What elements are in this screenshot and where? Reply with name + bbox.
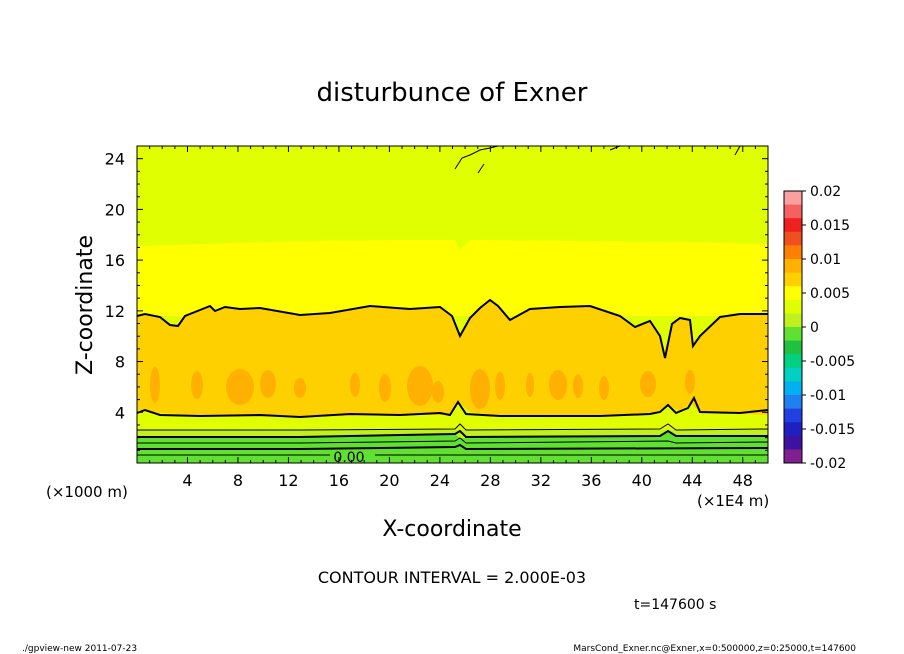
colorbar-swatch (784, 231, 802, 246)
colorbar-label: -0.01 (810, 388, 846, 404)
x-axis-ticks: 4 8 12 16 20 24 28 32 36 40 44 48 (149, 146, 756, 490)
colorbar-swatch (784, 381, 802, 396)
chart-title: disturbunce of Exner (317, 78, 588, 108)
y-tick-label: 4 (115, 403, 125, 422)
colorbar-swatch (784, 449, 802, 464)
colorbar-swatch (784, 327, 802, 342)
colorbar-label: 0.02 (810, 184, 841, 200)
x-tick-label: 44 (682, 471, 702, 490)
colorbar-swatch (784, 191, 802, 206)
x-unit-label: (×1E4 m) (697, 492, 769, 510)
colorbar-swatch (784, 299, 802, 314)
colorbar-swatch (784, 313, 802, 328)
colorbar-swatch (784, 259, 802, 274)
colorbar-swatch (784, 286, 802, 301)
colorbar-swatch (784, 272, 802, 287)
program-label: ./gpview-new 2011-07-23 (22, 644, 137, 654)
y-axis-ticks: 4 8 12 16 20 24 (105, 150, 768, 451)
colorbar-swatch (784, 204, 802, 219)
contour-zero-label: 0.00 (333, 450, 364, 466)
colorbar-swatch (784, 245, 802, 260)
contour-interval-text: CONTOUR INTERVAL = 2.000E-03 (318, 568, 586, 587)
colorbar-swatch (784, 367, 802, 382)
y-unit-label: (×1000 m) (46, 483, 128, 501)
contour-lines (136, 145, 769, 456)
time-label: t=147600 s (634, 597, 716, 613)
colorbar-label: -0.005 (810, 354, 855, 370)
y-tick-label: 20 (105, 200, 125, 219)
colorbar: 0.02 0.015 0.01 0.005 0 -0.005 -0.01 -0.015 -0.0… (783, 184, 855, 472)
colorbar-swatch (784, 422, 802, 437)
x-tick-label: 8 (233, 471, 243, 490)
y-axis-label: Z-coordinate (73, 235, 98, 375)
x-tick-label: 12 (278, 471, 298, 490)
x-axis-label: X-coordinate (382, 517, 521, 542)
y-tick-label: 12 (105, 302, 125, 321)
y-tick-label: 16 (105, 251, 125, 270)
colorbar-swatch (784, 340, 802, 355)
colorbar-swatch (784, 435, 802, 450)
colorbar-label: 0.01 (810, 252, 841, 268)
colorbar-label: -0.015 (810, 422, 855, 438)
colorbar-label: 0.015 (810, 218, 850, 234)
y-tick-label: 24 (105, 150, 125, 169)
colorbar-swatch (784, 395, 802, 410)
x-tick-label: 48 (733, 471, 753, 490)
x-tick-label: 36 (581, 471, 601, 490)
colorbar-swatch (784, 354, 802, 369)
x-tick-label: 16 (329, 471, 349, 490)
x-tick-label: 28 (480, 471, 500, 490)
colorbar-swatch (784, 218, 802, 233)
source-label: MarsCond_Exner.nc@Exner,x=0:500000,z=0:2… (573, 644, 856, 654)
x-tick-label: 24 (430, 471, 450, 490)
colorbar-swatch (784, 408, 802, 423)
colorbar-label: 0.005 (810, 286, 850, 302)
colorbar-label: 0 (810, 320, 819, 336)
band-yellow (137, 240, 768, 316)
x-tick-label: 20 (379, 471, 399, 490)
y-tick-label: 8 (115, 353, 125, 372)
x-tick-label: 40 (632, 471, 652, 490)
x-tick-label: 4 (182, 471, 192, 490)
x-tick-label: 32 (531, 471, 551, 490)
colorbar-label: -0.02 (810, 456, 846, 472)
orange-patches (150, 366, 695, 409)
